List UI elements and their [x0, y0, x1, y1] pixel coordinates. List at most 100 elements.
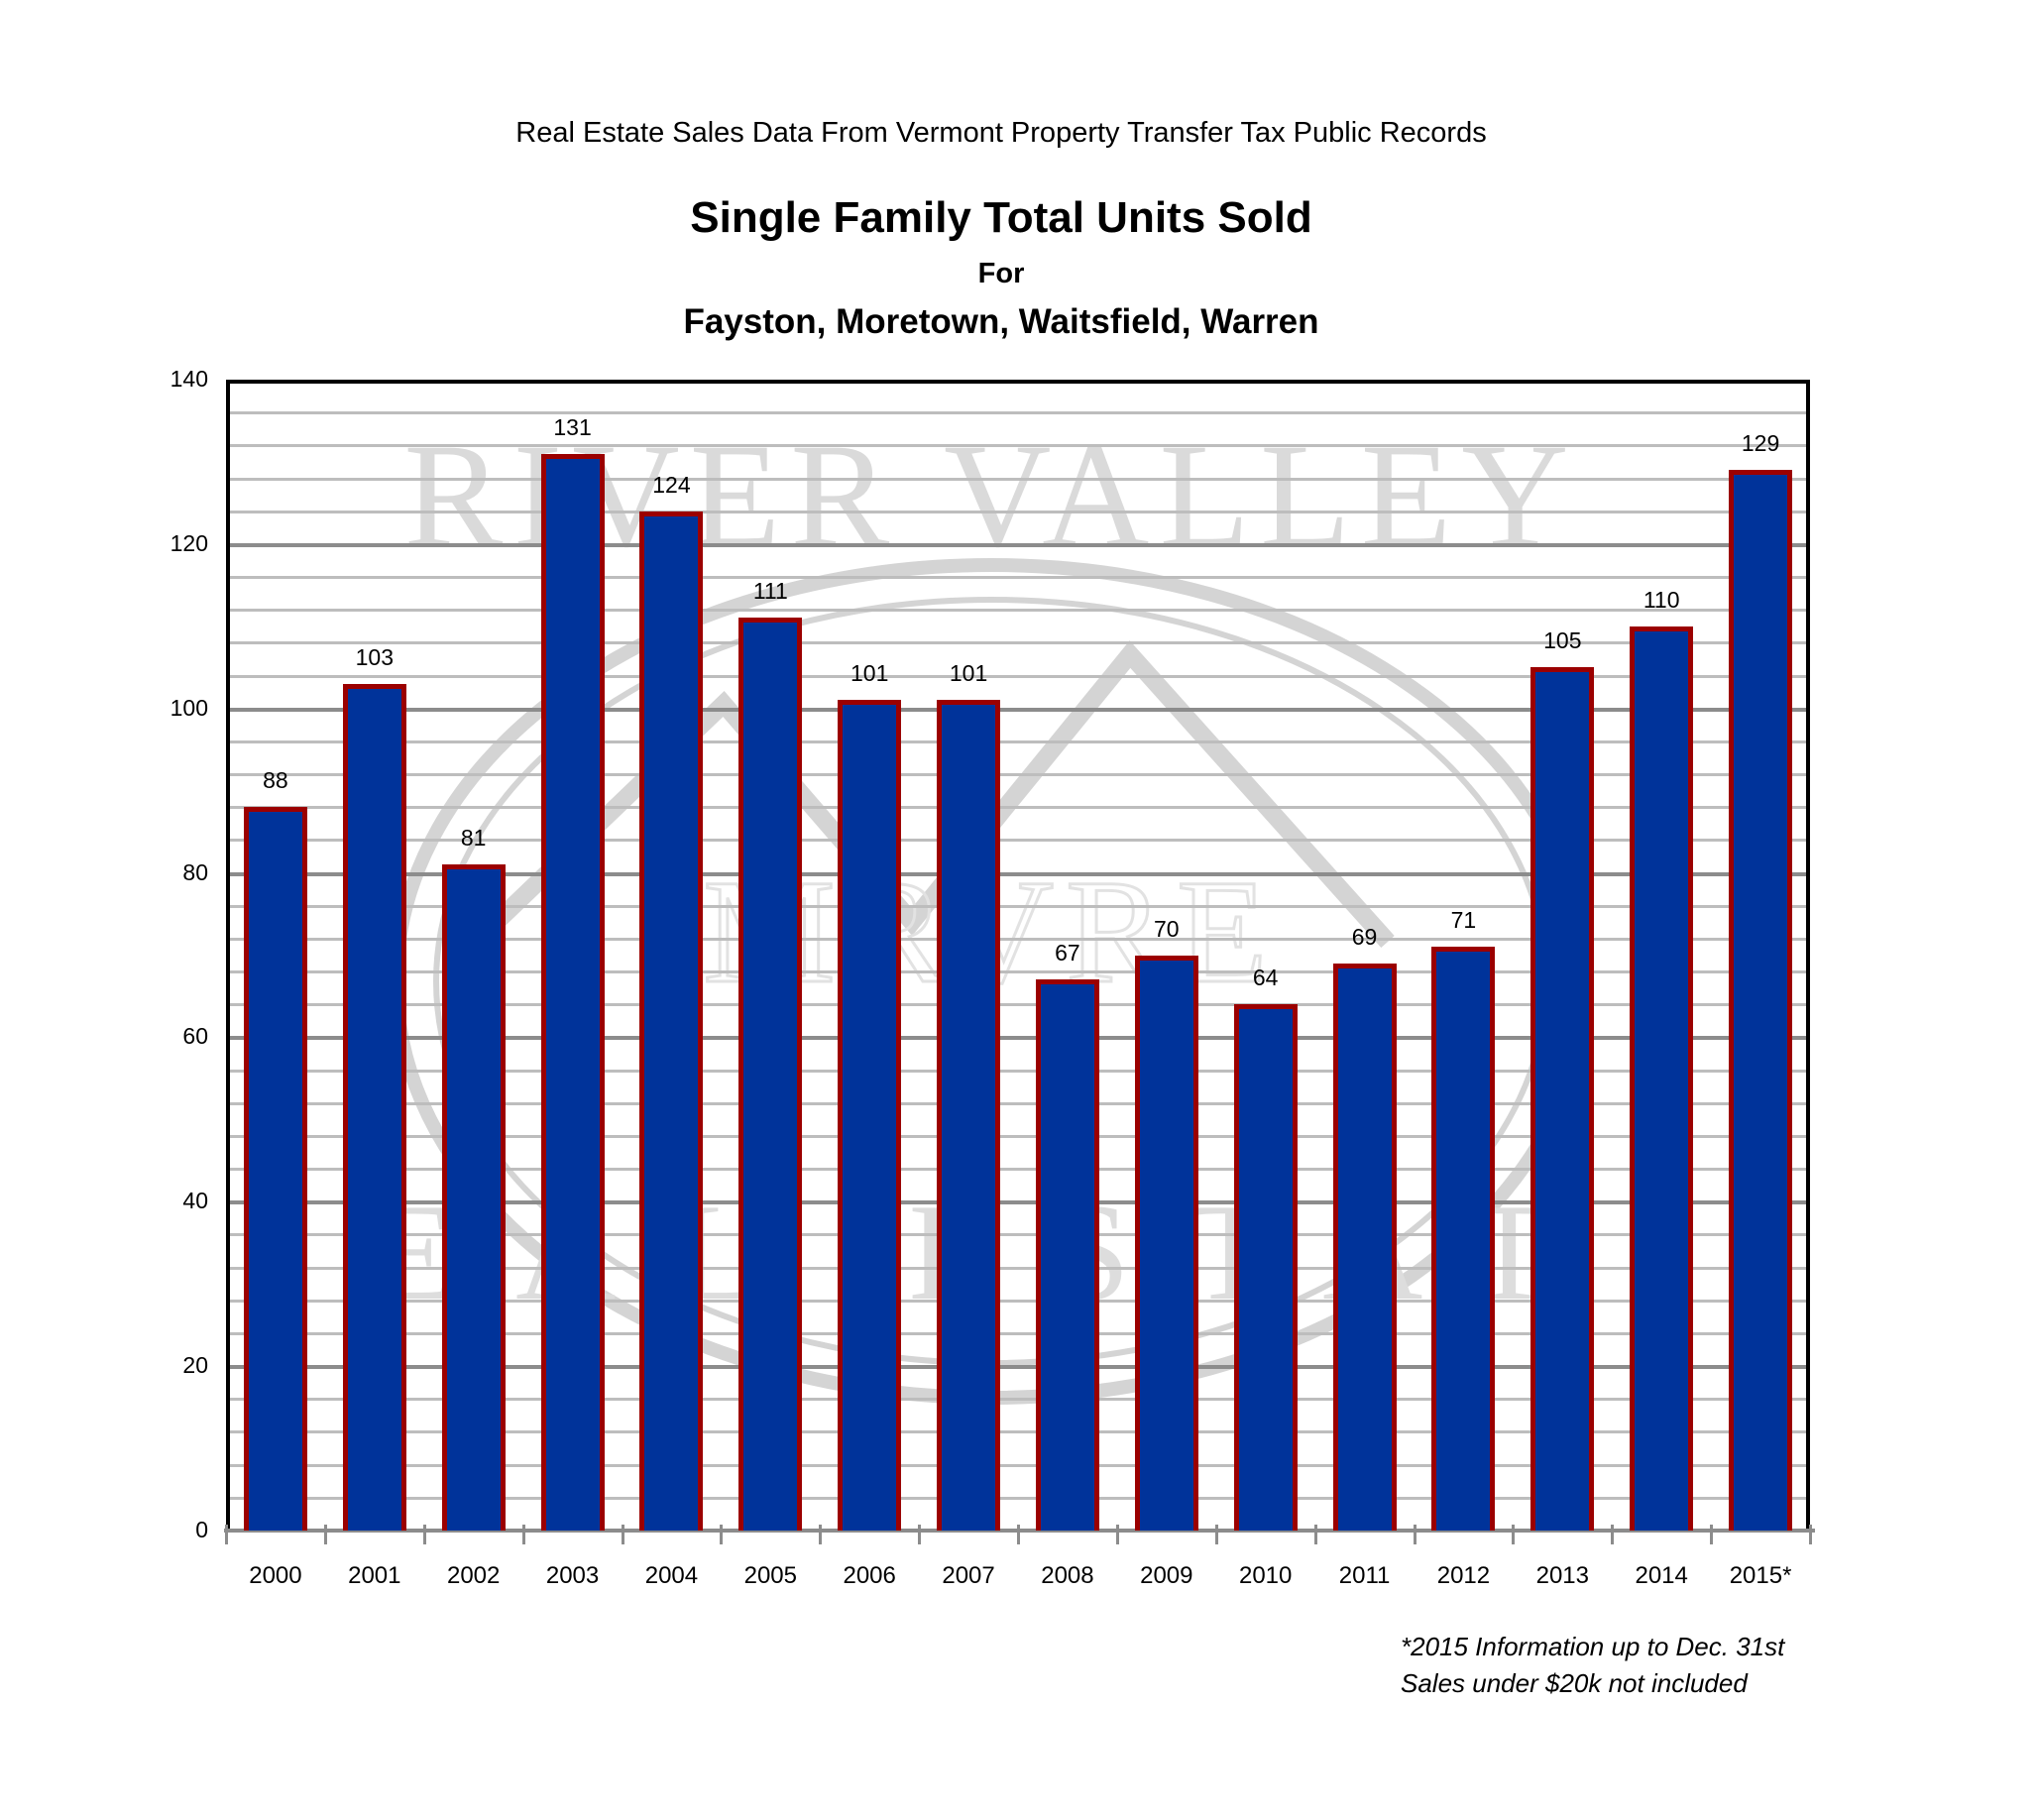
- gridline-major: [226, 1200, 1810, 1205]
- data-label: 103: [355, 643, 394, 670]
- gridline-minor: [226, 1331, 1810, 1335]
- gridline-minor: [226, 576, 1810, 580]
- x-category-label: 2006: [843, 1562, 896, 1589]
- gridline-minor: [226, 510, 1810, 513]
- y-tick-label: 120: [170, 529, 208, 556]
- gridline-minor: [226, 477, 1810, 481]
- x-tick-mark: [225, 1525, 228, 1544]
- gridline-minor: [226, 1101, 1810, 1105]
- gridline-minor: [226, 609, 1810, 613]
- x-tick-mark: [1413, 1525, 1416, 1544]
- x-category-label: 2002: [446, 1562, 501, 1589]
- x-category-label: 2000: [249, 1562, 302, 1589]
- gridline-minor: [226, 1266, 1810, 1270]
- data-label: 129: [1741, 430, 1780, 457]
- x-category-label: 2010: [1238, 1562, 1293, 1589]
- chart-subtitle-towns: Fayston, Moretown, Waitsfield, Warren: [683, 302, 1319, 341]
- bar-2002: [441, 864, 506, 1531]
- x-category-label: 2014: [1635, 1562, 1688, 1589]
- data-label: 81: [460, 825, 487, 852]
- x-tick-mark: [1313, 1525, 1317, 1544]
- gridline-minor: [226, 1463, 1810, 1467]
- y-tick-label: 40: [182, 1188, 208, 1214]
- x-tick-mark: [1611, 1525, 1615, 1544]
- gridline-minor: [226, 773, 1810, 777]
- gridline-minor: [226, 1003, 1810, 1007]
- bar-2000: [243, 807, 307, 1531]
- x-category-label: 2013: [1535, 1562, 1589, 1589]
- gridline-major: [226, 1365, 1810, 1370]
- gridline-minor: [226, 1398, 1810, 1402]
- x-tick-mark: [918, 1525, 922, 1544]
- bar-2010: [1233, 1004, 1298, 1531]
- y-tick-label: 20: [182, 1352, 208, 1379]
- bar-2012: [1431, 947, 1496, 1531]
- gridline-minor: [226, 937, 1810, 941]
- x-category-label: 2005: [743, 1562, 797, 1589]
- y-tick-label: 80: [182, 858, 208, 885]
- gridline-minor: [226, 739, 1810, 743]
- gridline-major: [226, 707, 1810, 712]
- gridline-minor: [226, 904, 1810, 908]
- data-label: 71: [1450, 907, 1477, 934]
- bar-2008: [1035, 979, 1099, 1531]
- data-label: 88: [263, 767, 288, 794]
- gridline-minor: [226, 641, 1810, 645]
- gridline-minor: [226, 1168, 1810, 1172]
- x-category-label: 2015*: [1729, 1562, 1792, 1589]
- bar-2004: [639, 511, 704, 1531]
- x-tick-mark: [422, 1525, 426, 1544]
- bar-2011: [1332, 963, 1397, 1531]
- bar-2014: [1630, 626, 1694, 1531]
- data-label: 69: [1351, 923, 1378, 950]
- x-tick-mark: [1017, 1525, 1020, 1544]
- y-tick-label: 140: [170, 366, 208, 392]
- gridline-minor: [226, 1134, 1810, 1138]
- bar-2015: [1729, 470, 1793, 1531]
- chart-subtitle-for: For: [977, 258, 1025, 289]
- data-label: 64: [1252, 965, 1279, 991]
- gridline-minor: [226, 674, 1810, 678]
- data-label: 70: [1154, 915, 1180, 942]
- x-tick-mark: [720, 1525, 724, 1544]
- x-category-label: 2011: [1338, 1562, 1391, 1589]
- x-tick-mark: [1512, 1525, 1516, 1544]
- x-tick-mark: [323, 1525, 327, 1544]
- gridline-minor: [226, 1496, 1810, 1500]
- data-label: 105: [1543, 627, 1582, 654]
- gridline-minor: [226, 444, 1810, 448]
- gridline-minor: [226, 839, 1810, 843]
- footnote-2015: *2015 Information up to Dec. 31st: [1401, 1632, 1785, 1661]
- y-tick-label: 60: [182, 1023, 208, 1050]
- x-category-label: 2001: [348, 1562, 401, 1589]
- x-category-label: 2009: [1140, 1562, 1193, 1589]
- x-tick-mark: [1214, 1525, 1218, 1544]
- bar-2005: [738, 618, 803, 1531]
- x-category-label: 2004: [644, 1562, 699, 1589]
- gridline-minor: [226, 1069, 1810, 1073]
- data-label: 131: [553, 413, 592, 440]
- gridline-minor: [226, 1430, 1810, 1434]
- x-tick-mark: [1710, 1525, 1714, 1544]
- x-category-label: 2012: [1436, 1562, 1491, 1589]
- gridline-major: [226, 1036, 1810, 1041]
- gridline-minor: [226, 1233, 1810, 1237]
- data-label: 101: [850, 660, 889, 687]
- bar-2007: [937, 700, 1001, 1531]
- y-tick-label: 100: [170, 694, 208, 721]
- gridline-minor: [226, 1299, 1810, 1303]
- data-label: 124: [652, 471, 691, 498]
- x-tick-mark: [819, 1525, 823, 1544]
- plot-frame: [226, 380, 1810, 1531]
- x-category-label: 2007: [942, 1562, 995, 1589]
- gridline-minor: [226, 806, 1810, 810]
- x-category-label: 2008: [1041, 1562, 1094, 1589]
- chart-supertitle: Real Estate Sales Data From Vermont Prop…: [515, 117, 1487, 149]
- x-tick-mark: [521, 1525, 525, 1544]
- data-label: 110: [1643, 586, 1680, 613]
- data-label: 101: [949, 660, 988, 687]
- bar-2001: [342, 683, 406, 1531]
- gridline-minor: [226, 411, 1810, 415]
- x-tick-mark: [1809, 1525, 1812, 1544]
- data-label: 111: [752, 578, 788, 605]
